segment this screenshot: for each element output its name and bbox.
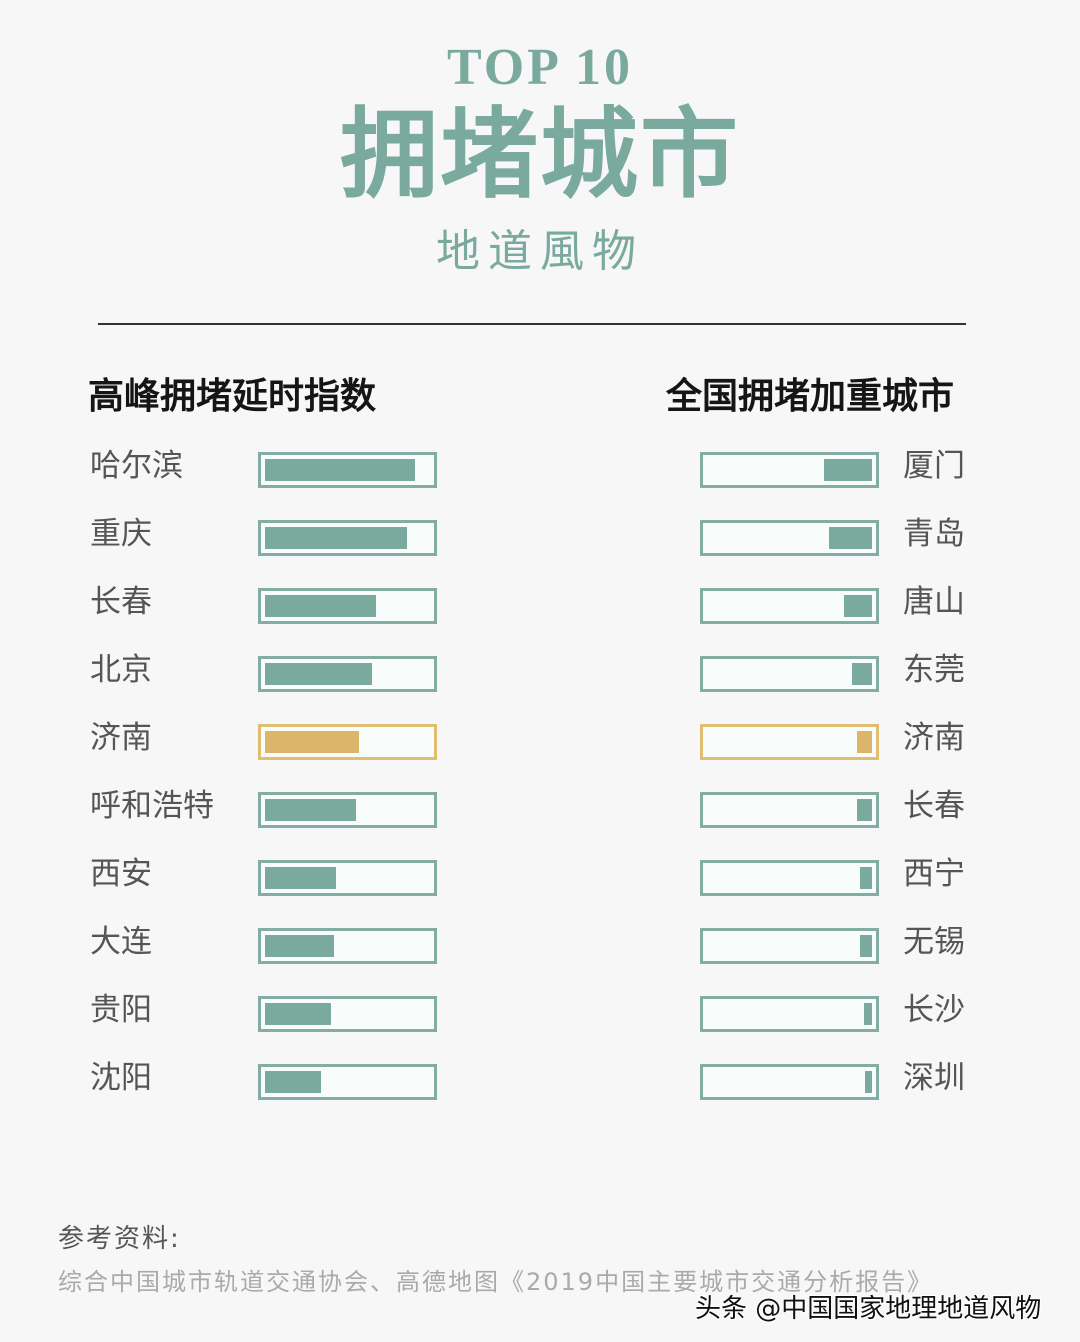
bar-fill <box>265 663 372 685</box>
bar-fill <box>860 867 872 889</box>
city-label: 呼和浩特 <box>90 788 214 824</box>
city-label: 贵阳 <box>90 992 152 1028</box>
bar-track <box>700 520 879 556</box>
bar-fill <box>857 799 872 821</box>
city-label: 北京 <box>90 652 152 688</box>
bar-fill <box>865 1071 872 1093</box>
city-label: 长沙 <box>903 992 965 1028</box>
right-chart-heading: 全国拥堵加重城市 <box>666 375 955 417</box>
bar-track <box>258 724 437 760</box>
top10-label: TOP 10 <box>446 39 634 96</box>
city-label: 济南 <box>90 720 152 756</box>
bar-track <box>258 452 437 488</box>
city-label: 长春 <box>903 788 965 824</box>
divider <box>98 323 966 325</box>
brand-name: 地道風物 <box>436 226 644 277</box>
bar-track <box>700 452 879 488</box>
bar-fill <box>265 1003 331 1025</box>
city-label: 西安 <box>90 856 152 892</box>
bar-fill <box>265 595 376 617</box>
bar-track <box>258 520 437 556</box>
city-label: 沈阳 <box>90 1060 152 1096</box>
bar-track <box>258 928 437 964</box>
bar-track <box>258 656 437 692</box>
bar-track <box>700 588 879 624</box>
reference-heading: 参考资料: <box>58 1224 181 1254</box>
city-label: 深圳 <box>903 1060 965 1096</box>
bar-fill <box>265 867 336 889</box>
bar-track <box>258 1064 437 1100</box>
bar-track <box>258 588 437 624</box>
bar-track <box>700 656 879 692</box>
bar-fill <box>265 731 359 753</box>
watermark: 头条 @中国国家地理地道风物 <box>695 1294 1042 1324</box>
reference-text: 综合中国城市轨道交通协会、高德地图《2019中国主要城市交通分析报告》 <box>58 1268 934 1296</box>
bar-track <box>700 1064 879 1100</box>
bar-fill <box>265 1071 321 1093</box>
bar-fill <box>265 799 356 821</box>
city-label: 重庆 <box>90 516 152 552</box>
bar-track <box>258 996 437 1032</box>
city-label: 长春 <box>90 584 152 620</box>
bar-track <box>258 792 437 828</box>
bar-track <box>700 724 879 760</box>
city-label: 无锡 <box>903 924 965 960</box>
bar-track <box>700 860 879 896</box>
bar-track <box>700 928 879 964</box>
city-label: 大连 <box>90 924 152 960</box>
bar-fill <box>844 595 872 617</box>
bar-fill <box>857 731 872 753</box>
bar-fill <box>265 527 407 549</box>
city-label: 青岛 <box>903 516 965 552</box>
left-chart-heading: 高峰拥堵延时指数 <box>88 375 377 417</box>
bar-fill <box>265 935 334 957</box>
bar-fill <box>829 527 872 549</box>
bar-track <box>258 860 437 896</box>
city-label: 哈尔滨 <box>90 448 183 484</box>
bar-track <box>700 996 879 1032</box>
city-label: 济南 <box>903 720 965 756</box>
bar-fill <box>852 663 872 685</box>
bar-fill <box>265 459 415 481</box>
bar-fill <box>824 459 872 481</box>
city-label: 东莞 <box>903 652 965 688</box>
bar-fill <box>860 935 872 957</box>
bar-track <box>700 792 879 828</box>
page-title: 拥堵城市 <box>339 97 740 212</box>
city-label: 西宁 <box>903 856 965 892</box>
city-label: 唐山 <box>903 584 965 620</box>
city-label: 厦门 <box>903 448 965 484</box>
bar-fill <box>864 1003 872 1025</box>
